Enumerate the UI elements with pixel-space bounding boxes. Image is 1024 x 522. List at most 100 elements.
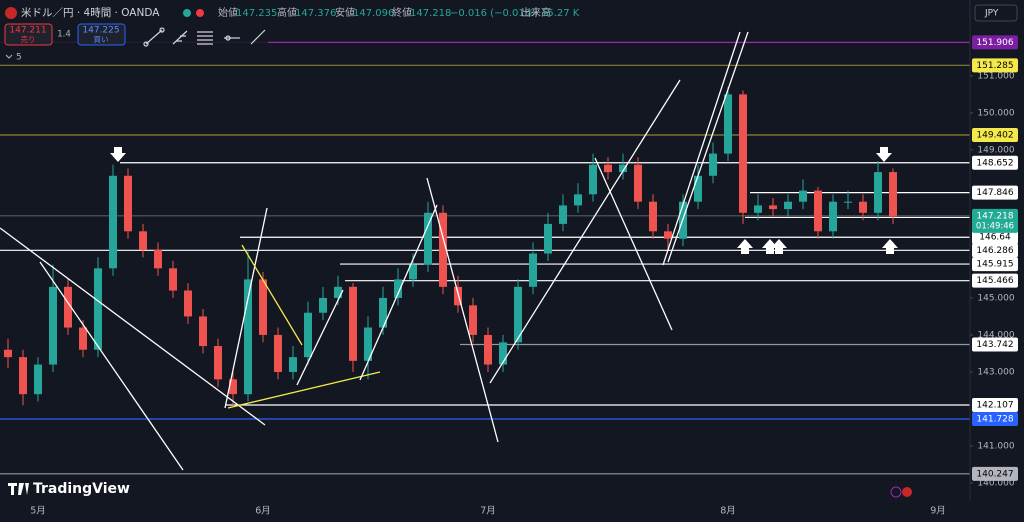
currency[interactable]: JPY — [984, 9, 999, 19]
candle-body — [724, 94, 732, 154]
trend-line — [594, 157, 673, 331]
level-tag — [972, 257, 1018, 272]
candle-body — [94, 268, 102, 350]
trend-line — [39, 261, 184, 471]
candle-body — [319, 297, 327, 313]
candle-body — [409, 264, 417, 280]
candle-body — [124, 175, 132, 232]
candle-body — [544, 223, 552, 254]
last-price-tag — [972, 208, 1018, 233]
indicator-count[interactable]: 5 — [16, 53, 22, 63]
currency-button[interactable] — [974, 4, 1018, 22]
candle-body — [694, 175, 702, 202]
tool-trend[interactable] — [145, 29, 163, 45]
candle-body — [364, 327, 372, 361]
buy-price[interactable]: 147.225 — [82, 26, 119, 36]
x-tick-label: 7月 — [480, 506, 496, 517]
trend-line — [224, 207, 268, 409]
candle-body — [274, 334, 282, 372]
candle-body — [229, 379, 237, 395]
y-tick-label: 149.000 — [977, 145, 1014, 155]
candle-body — [454, 286, 462, 306]
candle-body — [394, 279, 402, 298]
event-icon[interactable] — [890, 486, 902, 498]
logo: TradingView — [33, 481, 130, 497]
spread: 1.4 — [57, 30, 71, 40]
tool-ray[interactable] — [250, 29, 266, 45]
arrow-down — [110, 147, 126, 162]
candle-body — [79, 327, 87, 350]
candle-body — [499, 342, 507, 365]
candle-body — [754, 205, 762, 213]
sell-label[interactable]: 売り — [21, 34, 36, 44]
candle-body — [19, 357, 27, 395]
arrow-up — [882, 239, 898, 254]
level-tag — [972, 185, 1018, 200]
trend-line — [227, 371, 381, 409]
trend-line — [359, 204, 438, 381]
arrow-up — [737, 239, 753, 254]
level-tag — [972, 58, 1018, 73]
sell-button[interactable] — [4, 23, 53, 46]
candle-body — [649, 201, 657, 232]
candle-body — [799, 190, 807, 202]
candle-body — [259, 279, 267, 335]
tool-dot — [225, 35, 231, 41]
ohlc-label: 終値 — [392, 6, 412, 19]
candle-body — [874, 172, 882, 213]
level-label: 143.742 — [976, 340, 1013, 350]
candle-body — [199, 316, 207, 347]
candle-body — [574, 194, 582, 206]
sell-price[interactable]: 147.211 — [9, 26, 46, 36]
candle-body — [244, 279, 252, 395]
candle-body — [64, 286, 72, 328]
candle-body — [154, 249, 162, 269]
level-tag — [972, 155, 1018, 170]
drawing-tools[interactable] — [143, 27, 266, 47]
y-tick-label: 144.000 — [977, 330, 1014, 340]
candle-body — [304, 312, 312, 358]
candle-body — [439, 212, 447, 287]
level-tag — [972, 35, 1018, 50]
candle-body — [814, 190, 822, 232]
tool-channel[interactable] — [172, 30, 188, 45]
level-tag — [972, 397, 1018, 412]
candle-body — [289, 357, 297, 372]
candle-body — [664, 231, 672, 239]
event-icon[interactable] — [902, 487, 912, 497]
candle-body — [379, 297, 387, 328]
collapse-icon[interactable] — [5, 54, 13, 59]
level-tag — [972, 412, 1018, 427]
tool-fib[interactable] — [197, 31, 213, 45]
last-price-label: 147.218 — [976, 211, 1013, 221]
candle-body — [559, 205, 567, 224]
candle-body — [529, 253, 537, 287]
candle-body — [139, 231, 147, 250]
y-tick-label: 141.000 — [977, 441, 1014, 451]
candle-body — [769, 205, 777, 210]
drawings — [0, 31, 898, 471]
ohlc-value: 147.376 — [295, 8, 336, 19]
x-tick-label: 5月 — [30, 506, 46, 517]
status-dot — [196, 9, 204, 17]
level-tag — [972, 273, 1018, 288]
volume-label: 出来高 — [521, 6, 551, 19]
candle-body — [859, 201, 867, 213]
tool-dot — [143, 41, 149, 47]
candle-body — [829, 201, 837, 232]
candle-body — [589, 164, 597, 195]
candle-body — [619, 164, 627, 173]
symbol-icon — [5, 7, 17, 19]
candle-body — [49, 286, 57, 365]
buy-label[interactable]: 買い — [94, 35, 109, 44]
ohlc-label: 始値 — [218, 6, 238, 19]
level-tag — [972, 128, 1018, 143]
buy-button[interactable] — [77, 23, 126, 46]
logo-icon — [8, 483, 29, 495]
level-label: 146.286 — [976, 246, 1013, 256]
x-tick-label: 8月 — [720, 506, 736, 517]
countdown: 01:49:46 — [976, 221, 1014, 231]
ohlc-label: 高値 — [277, 6, 297, 19]
